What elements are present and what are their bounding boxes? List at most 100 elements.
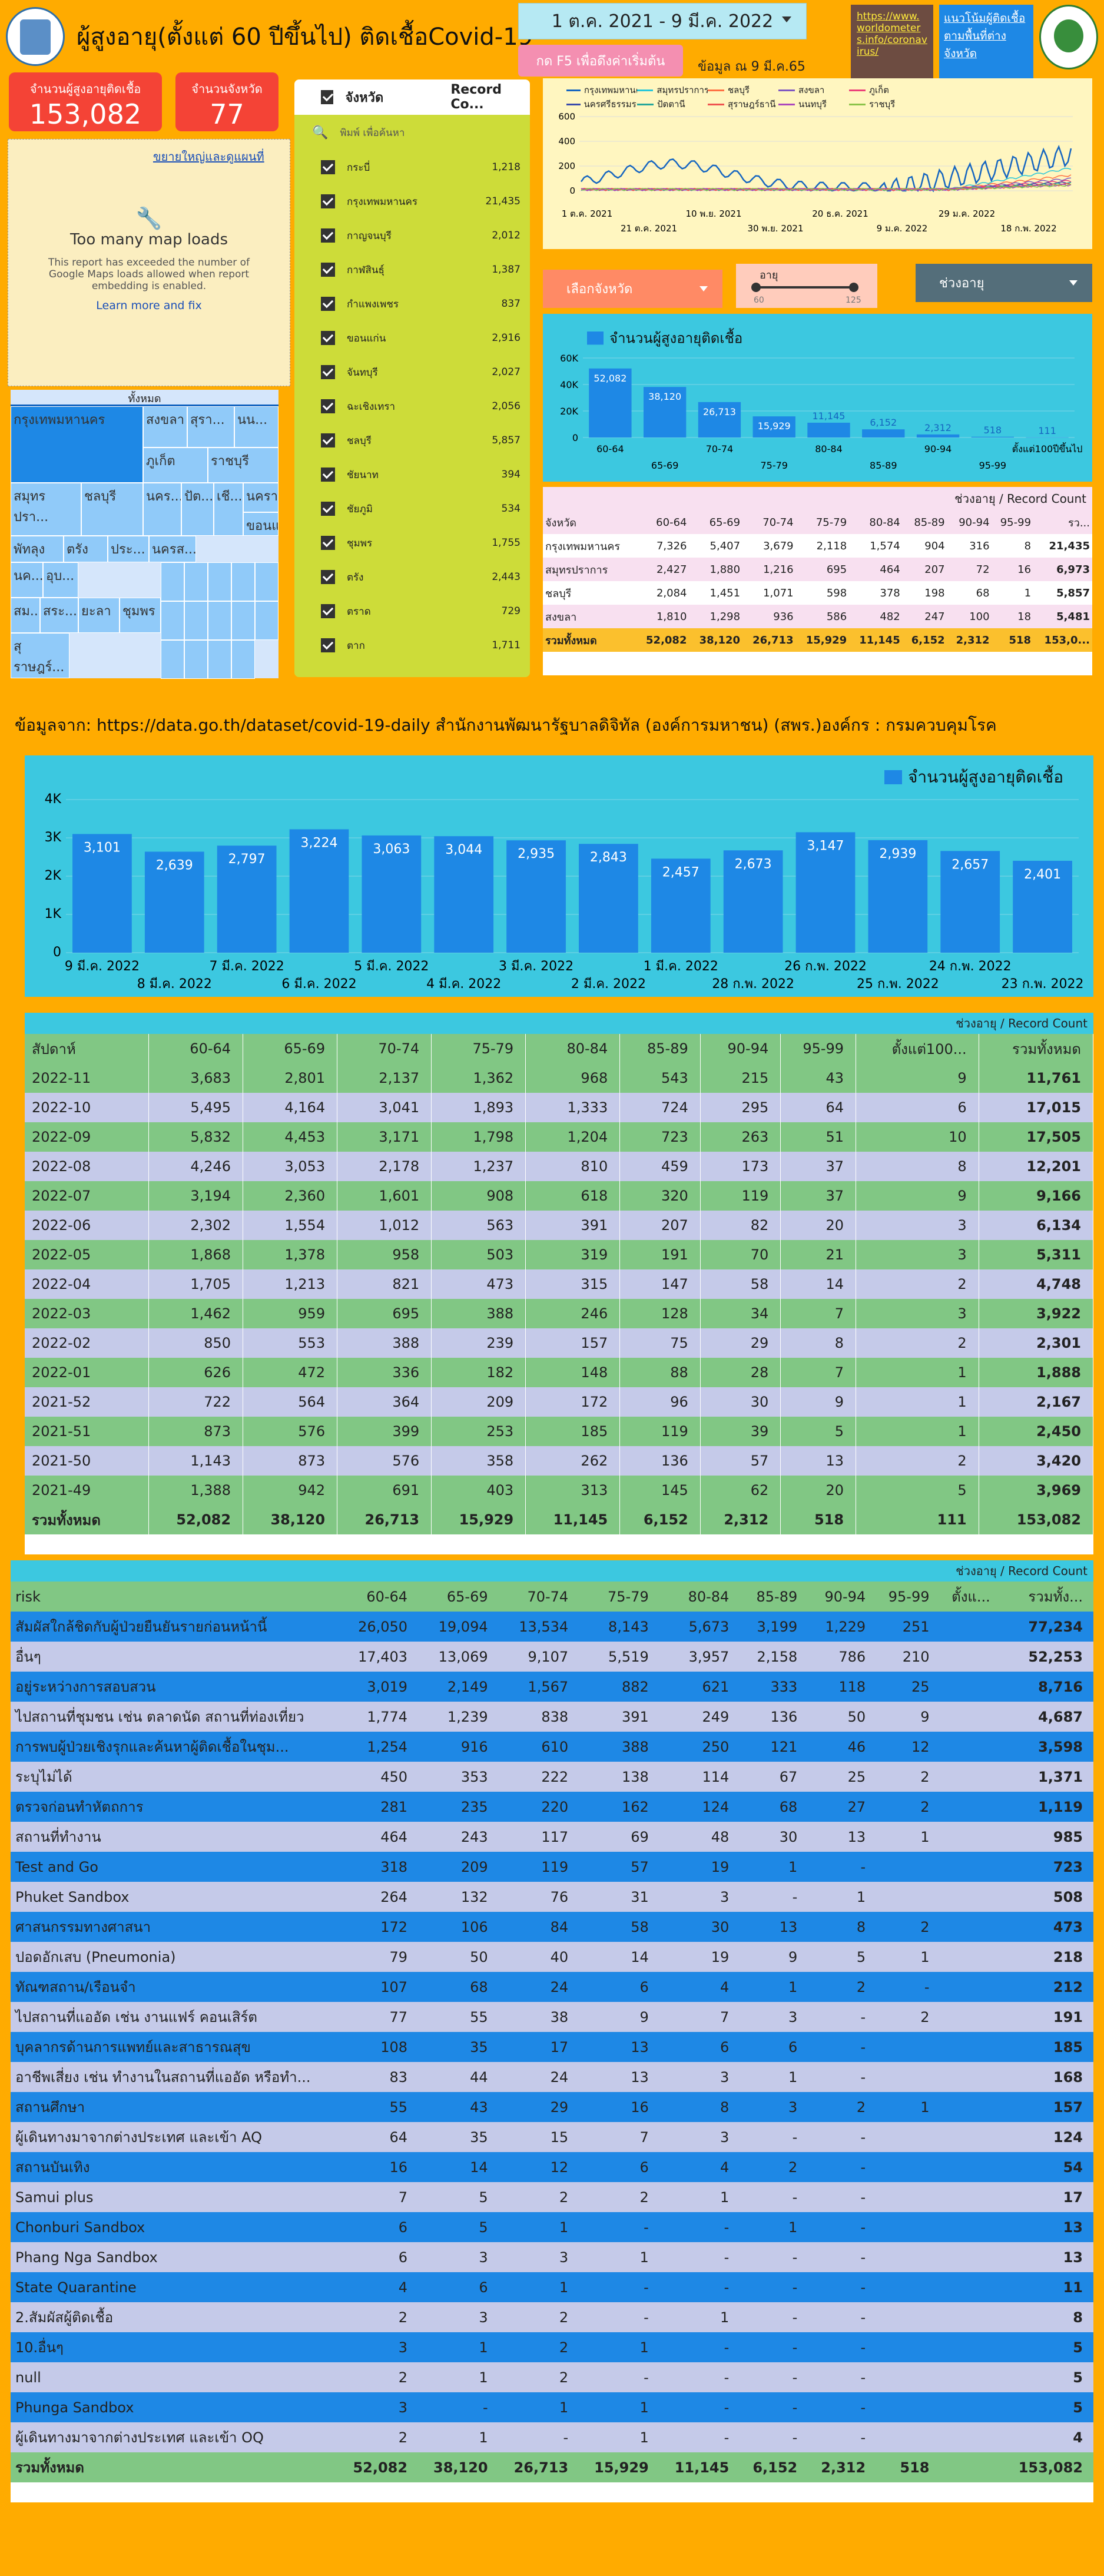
province-checkbox[interactable] (321, 263, 335, 277)
table-row[interactable]: ตรวจก่อนทำหัตถการ 281 235 220 162 124 68 27 2 1,1… (11, 1792, 1093, 1822)
table-row[interactable]: 2021-51 873 576 399 253 185 119 39 5 1 2,450 (25, 1417, 1094, 1446)
bar[interactable] (940, 851, 1000, 953)
select-all-checkbox[interactable] (321, 90, 334, 104)
table-row[interactable]: กรุงเทพมหานคร 7,326 5,407 3,679 2,118 1,574 90… (543, 534, 1092, 558)
column-header[interactable]: 70-74 (527, 1588, 569, 1605)
column-header[interactable]: 65-69 (243, 1034, 338, 1063)
treemap-cell[interactable]: ราชบุรี (208, 447, 279, 483)
table-row[interactable]: ไปสถานที่ชุมชน เช่น ตลาดนัด สถานที่ท่องเ… (11, 1702, 1093, 1732)
column-header[interactable]: 90-94 (700, 1034, 781, 1063)
column-header[interactable]: ตั้งแต่100... (856, 1034, 979, 1063)
treemap-cell-small[interactable] (231, 640, 255, 679)
column-header[interactable]: 90-94 (824, 1588, 866, 1605)
province-row[interactable]: จันทบุรี 2,027 (294, 355, 530, 389)
treemap-cell-small[interactable] (184, 640, 208, 679)
treemap-cell[interactable]: กรุงเทพมหานคร (11, 406, 143, 483)
table-row[interactable]: สัมผัสใกล้ชิดกับผู้ป่วยยืนยันรายก่อนหน้า… (11, 1612, 1093, 1642)
treemap-cell-small[interactable] (208, 601, 231, 640)
treemap-cell[interactable]: ภูเก็ต (143, 447, 208, 483)
province-checkbox[interactable] (321, 194, 335, 208)
province-checkbox[interactable] (321, 468, 335, 482)
bar[interactable] (862, 429, 905, 437)
bar[interactable] (589, 368, 632, 437)
legend-item[interactable]: ปัตตานี (637, 97, 708, 111)
column-header[interactable]: 80-84 (688, 1588, 730, 1605)
bar[interactable] (795, 832, 856, 953)
province-row[interactable]: ตรัง 2,443 (294, 560, 530, 594)
column-header[interactable]: 85-89 (914, 516, 945, 529)
treemap-cell[interactable]: สุรา... (187, 406, 234, 447)
column-header[interactable]: 95-99 (1000, 516, 1032, 529)
treemap-cell[interactable]: ประ... (108, 536, 149, 562)
column-header[interactable]: 60-64 (148, 1034, 244, 1063)
table-row[interactable]: ผู้เดินทางมาจากต่างประเทศ และเข้า AQ 64 35… (11, 2122, 1093, 2152)
bar[interactable] (698, 402, 741, 437)
province-checkbox[interactable] (321, 160, 335, 174)
table-row[interactable]: 2021-52 722 564 364 209 172 96 30 9 1 2,167 (25, 1387, 1094, 1417)
treemap-cell[interactable]: ชุมพร (120, 598, 161, 633)
treemap-cell[interactable]: สม... (11, 598, 40, 633)
legend-item[interactable]: สงขลา (778, 83, 849, 97)
treemap-cell-small[interactable] (184, 601, 208, 640)
date-range-picker[interactable]: 1 ต.ค. 2021 - 9 มี.ค. 2022 (518, 3, 807, 39)
province-checkbox[interactable] (321, 638, 335, 652)
table-row[interactable]: ศาสนกรรมทางศาสนา 172 106 84 58 30 13 8 2 473 (11, 1912, 1093, 1942)
age-range-slider[interactable]: อายุ 60 125 (736, 264, 877, 308)
province-checkbox[interactable] (321, 365, 335, 379)
series-line[interactable] (581, 184, 1072, 191)
province-checkbox[interactable] (321, 399, 335, 413)
treemap-cell-small[interactable] (184, 562, 208, 601)
treemap-cell[interactable]: นคร... (143, 483, 181, 536)
column-header[interactable]: สัปดาห์ (25, 1034, 149, 1063)
table-row[interactable]: ไปสถานที่แออัด เช่น งานแฟร์ คอนเสิร์ต 77 5… (11, 2002, 1093, 2032)
table-row[interactable]: การพบผู้ป่วยเชิงรุกและค้นหาผู้ติดเชื้อใน… (11, 1732, 1093, 1762)
bar[interactable] (506, 840, 566, 953)
legend-item[interactable]: ราชบุรี (849, 97, 920, 111)
table-row[interactable]: State Quarantine 4 6 1 - - - - 11 (11, 2272, 1093, 2302)
province-row[interactable]: กำแพงเพชร 837 (294, 287, 530, 321)
treemap-cell-small[interactable] (231, 562, 255, 601)
legend-item[interactable]: สุราษฎร์ธานี (708, 97, 778, 111)
province-checkbox[interactable] (321, 536, 335, 550)
column-header[interactable]: risk (15, 1588, 41, 1605)
bar[interactable] (144, 851, 204, 953)
province-row[interactable]: ตาก 1,711 (294, 628, 530, 662)
treemap-cell[interactable]: สุราษฎร์... (11, 633, 69, 678)
province-trend-line-chart[interactable]: กรุงเทพมหานครสมุทรปราการชลบุรีสงขลาภูเก็… (543, 78, 1092, 249)
column-header[interactable]: 65-69 (446, 1588, 488, 1605)
province-select-dropdown[interactable]: เลือกจังหวัด (543, 270, 722, 308)
table-row[interactable]: สงขลา 1,810 1,298 936 586 482 247 100 18 5,481 (543, 605, 1092, 628)
column-header[interactable]: 85-89 (619, 1034, 701, 1063)
learn-more-link[interactable]: Learn more and fix (96, 299, 202, 312)
table-row[interactable]: ทัณฑสถาน/เรือนจำ 107 68 24 6 4 1 2 - 212 (11, 1972, 1093, 2002)
daily-cases-bar-chart[interactable]: จำนวนผู้สูงอายุติดเชื้อ 4K 3K 2K 1K 0 3,101 9 ม… (25, 755, 1093, 997)
province-treemap[interactable]: ทั้งหมด กรุงเทพมหานคร สงขลา สุรา... นน... ภู… (11, 390, 279, 679)
legend-item[interactable]: สมุทรปราการ (637, 83, 708, 97)
treemap-cell-small[interactable] (208, 562, 231, 601)
legend-item[interactable]: ชลบุรี (708, 83, 778, 97)
table-row[interactable]: Phuket Sandbox 264 132 76 31 3 - 1 508 (11, 1882, 1093, 1912)
province-row[interactable]: ชุมพร 1,755 (294, 526, 530, 560)
treemap-cell[interactable]: ขอนแ... (243, 512, 279, 536)
bar[interactable] (651, 858, 711, 953)
treemap-cell[interactable]: สมุทรปรา... (11, 483, 81, 536)
table-row[interactable]: Phunga Sandbox 3 - 1 1 - - - 5 (11, 2392, 1093, 2422)
treemap-cell-small[interactable] (255, 601, 279, 640)
table-row[interactable]: ปอดอักเสบ (Pneumonia) 79 50 40 14 19 9 5 1 218 (11, 1942, 1093, 1972)
province-row[interactable]: กรุงเทพมหานคร 21,435 (294, 184, 530, 218)
treemap-cell[interactable]: ชลบุรี (81, 483, 143, 536)
column-header[interactable]: 60-64 (366, 1588, 408, 1605)
column-header[interactable]: 65-69 (709, 516, 741, 529)
treemap-cell[interactable]: อุบ... (43, 562, 78, 598)
table-row[interactable]: 2.สัมผัสผู้ติดเชื้อ 2 3 2 - 1 - - 8 (11, 2302, 1093, 2332)
table-row[interactable]: อยู่ระหว่างการสอบสวน 3,019 2,149 1,567 882 62… (11, 1672, 1093, 1702)
treemap-cell[interactable]: ยะลา (78, 598, 120, 633)
treemap-cell[interactable]: พัทลุง (11, 536, 64, 562)
province-row[interactable]: กาญจนบุรี 2,012 (294, 218, 530, 253)
column-header[interactable]: 80-84 (525, 1034, 621, 1063)
bar[interactable] (217, 846, 277, 953)
treemap-cell-small[interactable] (208, 640, 231, 679)
table-row[interactable]: 2022-02 850 553 388 239 157 75 29 8 2 2,301 (25, 1328, 1094, 1358)
table-row[interactable]: 2022-07 3,194 2,360 1,601 908 618 320 119 37 9 9,1… (25, 1181, 1094, 1211)
treemap-cell[interactable]: สระ... (40, 598, 78, 633)
